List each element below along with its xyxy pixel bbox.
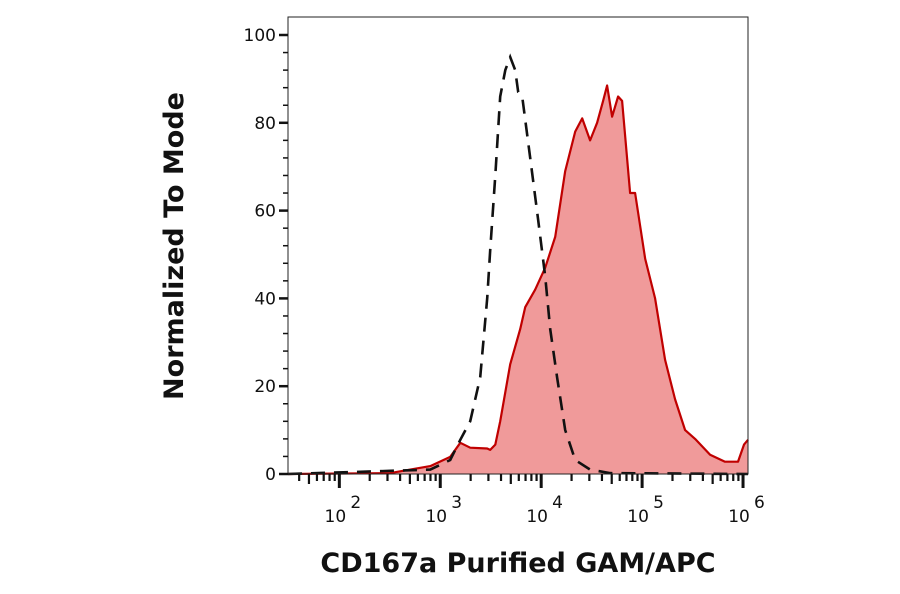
x-tick-exponent: 3 <box>451 493 462 513</box>
y-tick-label: 80 <box>254 114 276 134</box>
plot-area <box>287 53 749 476</box>
series-line-dashed <box>287 53 749 476</box>
y-tick-label: 20 <box>254 377 276 397</box>
series-line-filled <box>287 84 749 476</box>
x-axis-title: CD167a Purified GAM/APC <box>320 548 715 579</box>
x-tick-label: 10 <box>728 507 750 527</box>
series-fill-area <box>288 85 748 474</box>
y-tick-label: 100 <box>244 26 276 46</box>
y-tick-label: 0 <box>265 465 276 485</box>
y-tick-label: 40 <box>254 289 276 309</box>
x-tick-exponent: 4 <box>552 493 563 513</box>
x-tick-exponent: 2 <box>350 493 361 513</box>
y-tick-label: 60 <box>254 202 276 222</box>
x-tick-exponent: 5 <box>653 493 664 513</box>
x-tick-label: 10 <box>627 507 649 527</box>
x-tick-label: 10 <box>526 507 548 527</box>
y-axis-title: Normalized To Mode <box>159 92 190 400</box>
x-tick-exponent: 6 <box>754 493 765 513</box>
x-tick-label: 10 <box>325 507 347 527</box>
x-tick-label: 10 <box>425 507 447 527</box>
